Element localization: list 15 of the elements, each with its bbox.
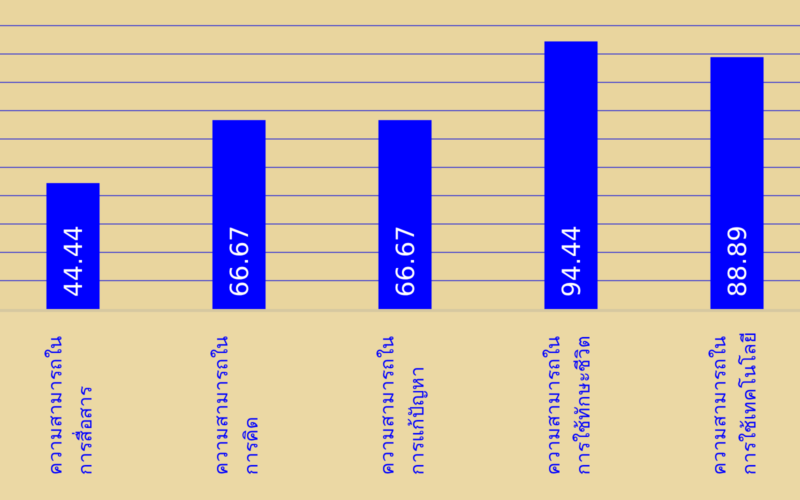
data-label: 66.67 [225,225,254,297]
x-tick-label: ความสามารถใน การแก้ปัญหา [376,336,428,475]
data-label: 88.89 [723,225,752,297]
data-label: 44.44 [59,225,88,297]
x-tick-label: ความสามารถใน การใช้ทักษะชีวิต [542,336,594,475]
bar [212,120,266,309]
x-tick-label: ความสามารถใน การคิด [210,336,262,475]
data-label: 94.44 [557,225,586,297]
x-tick-label: ความสามารถใน การสื่อสาร [44,336,96,475]
data-label: 66.67 [391,225,420,297]
x-tick-label: ความสามารถใน การใช้เทคโนโลยี [708,332,760,475]
bar [544,41,598,309]
bar [710,57,764,309]
bar [378,120,432,309]
bar [46,183,100,309]
